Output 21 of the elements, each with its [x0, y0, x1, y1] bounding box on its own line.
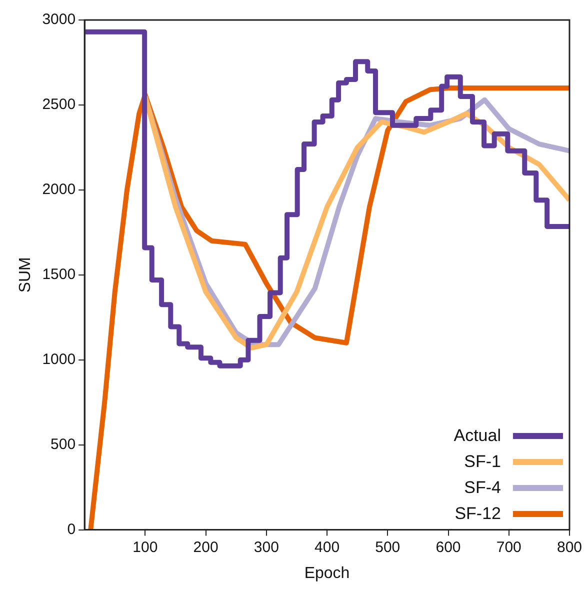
x-tick-label: 100	[132, 538, 158, 556]
y-tick-label: 3000	[42, 11, 76, 28]
legend-label: SF-4	[464, 478, 501, 498]
x-tick-label: 200	[193, 538, 218, 556]
y-tick-label: 1000	[42, 351, 76, 368]
legend-label: Actual	[454, 426, 501, 446]
x-tick-label: 800	[556, 538, 582, 556]
y-tick-label: 1500	[42, 266, 76, 284]
legend-label: SF-12	[454, 504, 501, 524]
y-tick-label: 500	[50, 436, 76, 453]
x-tick-label: 300	[254, 538, 279, 556]
x-tick-label: 700	[496, 538, 522, 556]
x-tick-label: 400	[314, 538, 340, 556]
x-tick-label: 500	[375, 538, 400, 556]
y-tick-label: 2500	[42, 96, 76, 114]
y-tick-label: 0	[67, 520, 76, 538]
y-tick-label: 2000	[42, 181, 76, 198]
y-axis-title: SUM	[17, 257, 34, 293]
x-axis-title: Epoch	[304, 564, 350, 582]
x-tick-label: 600	[436, 538, 461, 556]
legend-label: SF-1	[464, 452, 501, 472]
